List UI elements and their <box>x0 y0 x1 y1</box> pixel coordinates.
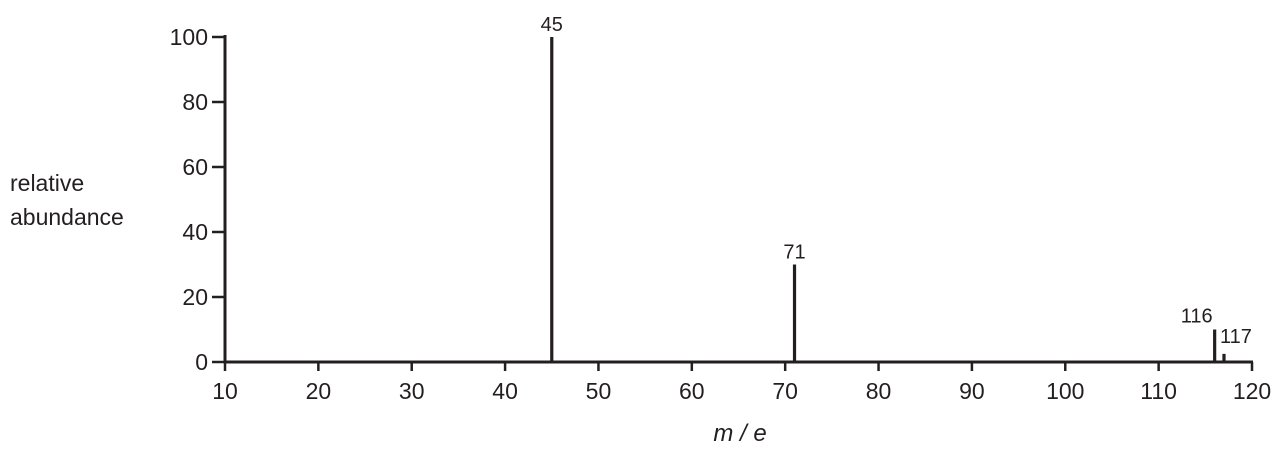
x-tick-label: 20 <box>306 378 332 404</box>
x-tick-label: 60 <box>679 378 705 404</box>
y-tick-label: 20 <box>182 284 208 310</box>
x-tick-label: 40 <box>492 378 518 404</box>
y-tick-label: 0 <box>195 349 208 375</box>
y-ticks: 0 20 40 60 80 100 <box>170 24 225 375</box>
x-axis-label: m / e <box>713 420 767 447</box>
x-tick-label: 50 <box>586 378 612 404</box>
x-tick-label: 30 <box>399 378 425 404</box>
y-axis-label-line-2: abundance <box>10 204 124 230</box>
peak-label: 45 <box>541 14 563 36</box>
peaks: 45 71 116 117 <box>541 14 1252 362</box>
x-tick-label: 100 <box>1046 378 1084 404</box>
x-tick-label: 110 <box>1140 378 1177 404</box>
peak-label: 71 <box>783 242 805 264</box>
x-tick-label: 10 <box>212 378 238 404</box>
x-tick-label: 90 <box>959 378 985 404</box>
x-tick-label: 80 <box>866 378 892 404</box>
x-tick-label: 120 <box>1233 378 1271 404</box>
x-ticks: 10 20 30 40 50 60 70 80 90 100 110 120 <box>212 362 1271 404</box>
peak-label: 117 <box>1220 326 1252 348</box>
axes <box>223 35 1253 364</box>
y-axis-label-line-1: relative <box>10 170 85 196</box>
y-tick-label: 80 <box>182 89 208 115</box>
y-tick-label: 40 <box>182 219 208 245</box>
y-axis-label: relative abundance <box>10 166 124 234</box>
x-tick-label: 70 <box>772 378 798 404</box>
y-tick-label: 60 <box>182 154 208 180</box>
peak-label: 116 <box>1181 306 1213 328</box>
y-tick-label: 100 <box>170 24 208 50</box>
